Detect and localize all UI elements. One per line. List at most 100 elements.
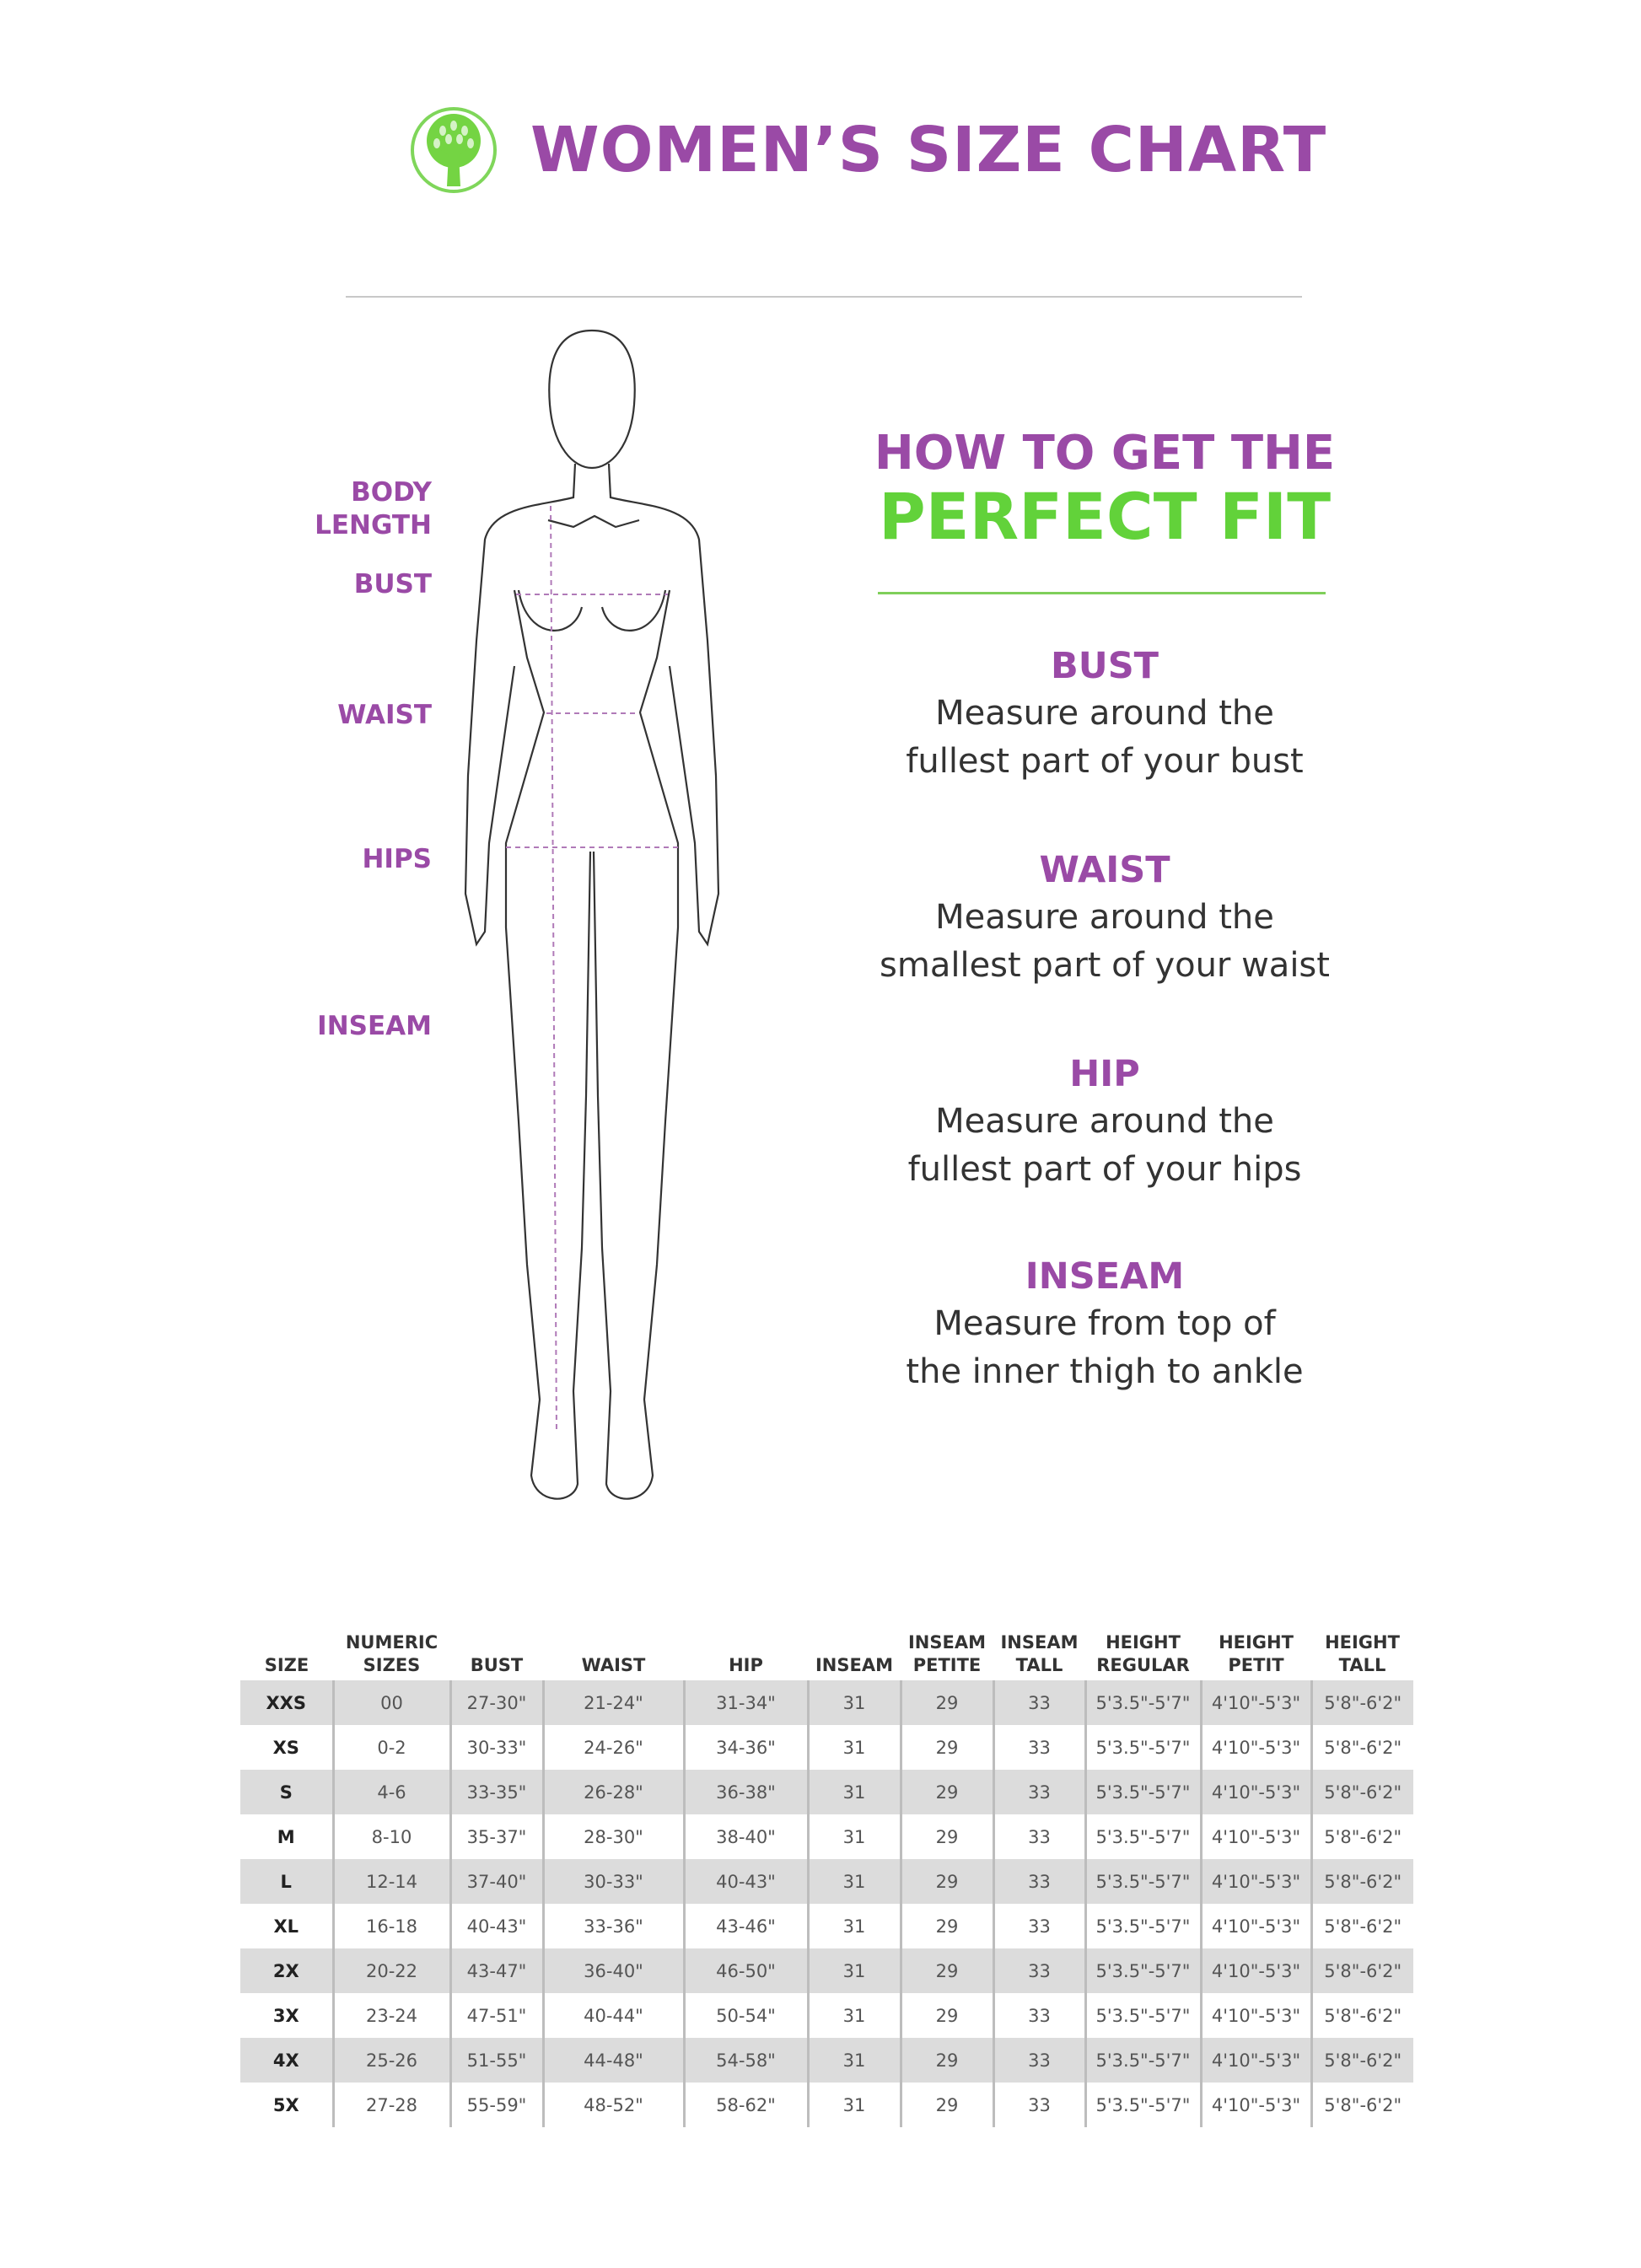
size-cell: L (240, 1859, 333, 1904)
table-cell: 25-26 (331, 2038, 450, 2083)
tip-text: Measure around the (935, 1102, 1274, 1141)
tip-text: smallest part of your waist (880, 946, 1330, 985)
fit-heading-line1: HOW TO GET THE (874, 426, 1336, 481)
tip-title: HIP (1069, 1053, 1140, 1095)
table-cell: 8-10 (331, 1814, 450, 1859)
column-header-text: INSEAM (907, 1632, 986, 1653)
table-cell: 29 (899, 1814, 993, 1859)
table-cell: 4'10"-5'3" (1199, 1680, 1311, 1725)
table-cell: 47-51" (449, 1993, 543, 2038)
table-cell: 29 (899, 2083, 993, 2127)
table-row: M 8-10 35-37" 28-30" 38-40" 31 29 33 5'3.5"-5'7"… (240, 1814, 1413, 1859)
column-header: HEIGHT REGULAR (1085, 1623, 1201, 1680)
table-cell: 31 (806, 2038, 901, 2083)
tip-text: Measure around the (935, 898, 1274, 937)
column-header-text: NUMERIC (345, 1632, 438, 1653)
table-cell: 51-55" (449, 2038, 543, 2083)
table-cell: 29 (899, 1680, 993, 1725)
table-row: L 12-14 37-40" 30-33" 40-43" 31 29 33 5'3.5"-5'7… (240, 1859, 1413, 1904)
table-cell: 00 (331, 1680, 450, 1725)
tip-text: fullest part of your hips (907, 1150, 1302, 1189)
column-header-text: BUST (470, 1655, 524, 1675)
table-cell: 28-30" (541, 1814, 684, 1859)
column-header-text: TALL (1015, 1655, 1063, 1675)
table-cell: 33 (992, 2083, 1085, 2127)
table-cell: 5'3.5"-5'7" (1084, 1725, 1201, 1770)
table-cell: 4'10"-5'3" (1199, 1725, 1311, 1770)
table-cell: 29 (899, 1770, 993, 1814)
table-cell: 33 (992, 1904, 1085, 1948)
table-cell: 29 (899, 1859, 993, 1904)
size-table: SIZE NUMERIC SIZES BUST WAIST HIP INSEAM INSEAM… (240, 1623, 1413, 2127)
table-cell: 37-40" (449, 1859, 543, 1904)
label-body-length: BODY LENGTH (315, 476, 432, 542)
tip-title: INSEAM (1025, 1255, 1185, 1298)
label-bust: BUST (353, 569, 432, 599)
table-cell: 5'3.5"-5'7" (1084, 1770, 1201, 1814)
column-header: INSEAM (808, 1623, 901, 1680)
table-cell: 33 (992, 1814, 1085, 1859)
tip-hip: HIP Measure around the fullest part of y… (810, 1051, 1400, 1194)
column-header: NUMERIC SIZES (333, 1623, 450, 1680)
table-cell: 5'3.5"-5'7" (1084, 1948, 1201, 1993)
column-header-text: HEIGHT (1325, 1632, 1400, 1653)
size-cell: XS (272, 1737, 299, 1758)
table-row: XL 16-18 40-43" 33-36" 43-46" 31 29 33 5'3.5"-5'… (240, 1904, 1413, 1948)
column-header: INSEAM PETITE (901, 1623, 993, 1680)
table-cell: 54-58" (682, 2038, 808, 2083)
table-cell: 30-33" (449, 1725, 543, 1770)
table-cell: 5'8"-6'2" (1310, 1814, 1413, 1859)
header: WOMEN’S SIZE CHART (409, 99, 1326, 201)
table-cell: 29 (899, 1904, 993, 1948)
table-cell: 5'3.5"-5'7" (1084, 2083, 1201, 2127)
table-cell: 29 (899, 1948, 993, 1993)
table-cell: 4'10"-5'3" (1199, 1859, 1311, 1904)
column-header-text: TALL (1338, 1655, 1386, 1675)
table-cell: 0-2 (331, 1725, 450, 1770)
table-cell: 31 (806, 1725, 901, 1770)
column-header-text: SIZE (264, 1655, 309, 1675)
label-length: LENGTH (315, 510, 432, 540)
table-cell: 29 (899, 1993, 993, 2038)
table-cell: 5'3.5"-5'7" (1084, 1904, 1201, 1948)
table-cell: 33-36" (541, 1904, 684, 1948)
table-cell: 5'8"-6'2" (1310, 2083, 1413, 2127)
table-cell: 33 (992, 1993, 1085, 2038)
column-header-text: HIP (729, 1655, 763, 1675)
size-cell: M (277, 1826, 295, 1847)
table-cell: 21-24" (541, 1680, 684, 1725)
table-cell: 33 (992, 1948, 1085, 1993)
table-cell: 34-36" (682, 1725, 808, 1770)
table-cell: 33 (992, 2038, 1085, 2083)
table-cell: 33-35" (449, 1770, 543, 1814)
table-cell: 5'8"-6'2" (1310, 1680, 1413, 1725)
body-figure-illustration (464, 329, 720, 1500)
column-header: BUST (450, 1623, 543, 1680)
table-cell: 29 (899, 1725, 993, 1770)
label-inseam: INSEAM (317, 1011, 432, 1041)
table-cell: 36-38" (682, 1770, 808, 1814)
table-cell: 31 (806, 2083, 901, 2127)
table-cell: 20-22 (331, 1948, 450, 1993)
table-cell: 5'3.5"-5'7" (1084, 1993, 1201, 2038)
table-cell: 33 (992, 1859, 1085, 1904)
label-hips: HIPS (362, 844, 432, 874)
column-header: HIP (684, 1623, 808, 1680)
column-header: WAIST (543, 1623, 684, 1680)
table-cell: 5'8"-6'2" (1310, 1725, 1413, 1770)
size-cell: 4X (240, 2038, 333, 2083)
table-cell: 4'10"-5'3" (1199, 2038, 1311, 2083)
table-cell: 27-30" (449, 1680, 543, 1725)
tree-icon (411, 107, 497, 193)
table-cell: 44-48" (541, 2038, 684, 2083)
label-waist: WAIST (337, 700, 432, 730)
table-row: S 4-6 33-35" 26-28" 36-38" 31 29 33 5'3.5"-5'7" 4… (240, 1770, 1413, 1814)
divider (346, 296, 1302, 298)
column-header-text: PETITE (912, 1655, 982, 1675)
page-title: WOMEN’S SIZE CHART (530, 114, 1327, 186)
table-cell: 31-34" (682, 1680, 808, 1725)
table-cell: 5'3.5"-5'7" (1084, 1680, 1201, 1725)
table-row: 3X 23-24 47-51" 40-44" 50-54" 31 29 33 5'3.5"-5'… (240, 1993, 1413, 2038)
column-header-text: SIZES (363, 1655, 421, 1675)
table-cell: 33 (992, 1680, 1085, 1725)
